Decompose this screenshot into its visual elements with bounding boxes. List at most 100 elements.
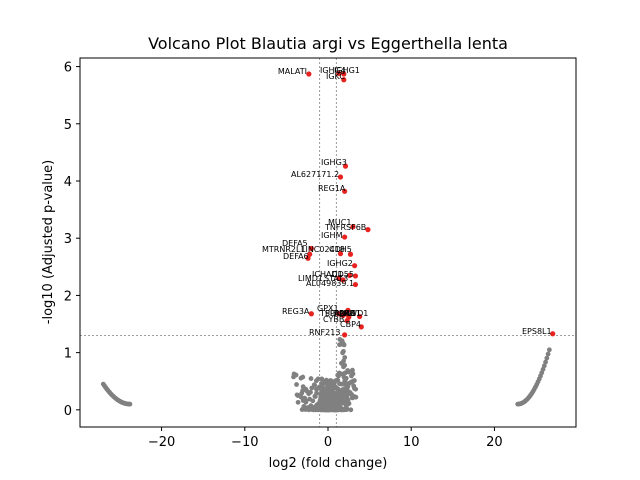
nonsignificant-point	[334, 397, 339, 402]
nonsignificant-point	[544, 355, 550, 361]
significant-point	[342, 234, 348, 240]
significant-point	[337, 174, 344, 180]
significant-point	[336, 275, 342, 281]
nonsignificant-point	[328, 378, 334, 384]
nonsignificant-point	[312, 406, 317, 412]
significant-point	[337, 251, 344, 257]
nonsignificant-point	[345, 388, 351, 394]
nonsignificant-point	[546, 347, 552, 353]
gene-label: TSPAN1	[319, 309, 351, 318]
nonsignificant-point	[319, 399, 325, 405]
gene-label: CD55	[332, 270, 354, 279]
nonsignificant-point	[341, 348, 346, 354]
gene-label: IGHG1	[334, 66, 360, 75]
nonsignificant-point	[295, 399, 301, 405]
gene-labels: MALATI IGHG4 IGHG1 IGKC IGHG3 AL627171.2…	[262, 66, 552, 337]
significant-point	[352, 263, 358, 269]
nonsignificant-point	[318, 394, 324, 400]
nonsignificant-point	[319, 376, 325, 382]
nonsignificant-point	[100, 381, 106, 387]
significant-point	[336, 311, 342, 317]
chart-title: Volcano Plot Blautia argi vs Eggerthella…	[148, 34, 508, 53]
y-tick-label: 5	[64, 118, 72, 133]
nonsignificant-point	[293, 372, 299, 378]
nonsignificant-point	[541, 363, 547, 369]
significant-point	[350, 224, 356, 230]
nonsignificant-point	[349, 373, 354, 379]
nonsignificant-point	[342, 362, 348, 368]
gene-label: CYBB	[323, 315, 344, 324]
nonsignificant-point	[345, 368, 351, 373]
nonsignificant-point	[329, 403, 335, 409]
gene-label: RFWD1	[339, 309, 368, 318]
y-tick-label: 2	[64, 289, 72, 304]
significant-point	[306, 71, 312, 77]
y-tick-label: 4	[64, 175, 72, 190]
x-axis-title: log2 (fold change)	[269, 456, 388, 471]
significant-point	[342, 332, 348, 338]
nonsignificant-point	[300, 374, 306, 380]
x-tick-label: 10	[403, 435, 420, 450]
nonsignificant-point	[543, 359, 548, 365]
y-axis: 0 1 2 3 4 5 6	[64, 61, 80, 419]
gene-label: EPS8L1	[522, 327, 552, 336]
nonsignificant-point	[345, 392, 350, 398]
gene-label: GPX1	[317, 304, 339, 313]
significant-point	[357, 313, 363, 320]
significant-point	[307, 251, 313, 257]
nonsignificant-point	[335, 386, 341, 392]
gene-label: LINC02418	[301, 245, 345, 254]
nonsignificant-point	[314, 390, 319, 396]
nonsignificant-point	[304, 388, 310, 394]
nonsignificant-point	[325, 405, 331, 411]
nonsignificant-point	[340, 389, 346, 394]
nonsignificant-point	[329, 394, 334, 400]
gene-label: IGHM	[321, 231, 343, 240]
significant-point	[341, 71, 347, 77]
nonsignificant-point	[312, 394, 318, 399]
nonsignificant-point	[298, 394, 304, 400]
nonsignificant-point	[310, 398, 316, 404]
nonsignificant-point	[338, 341, 344, 347]
gene-label: HDAC1	[333, 309, 361, 318]
nonsignificant-point	[294, 392, 300, 398]
significant-point	[341, 77, 347, 83]
nonsignificant-point	[341, 358, 346, 364]
gene-label: IGHG3	[321, 158, 347, 167]
nonsignificant-point	[300, 384, 306, 390]
nonsignificant-point	[305, 405, 311, 410]
nonsignificant-point	[350, 395, 355, 401]
x-tick-label: −20	[148, 435, 175, 450]
significant-point	[308, 245, 314, 252]
significant-point	[305, 255, 311, 261]
nonsignificant-point	[326, 400, 332, 406]
nonsignificant-point	[320, 391, 326, 397]
gene-label: MUC1	[328, 218, 351, 227]
plot-frame	[79, 57, 577, 428]
nonsignificant-point	[350, 367, 355, 373]
gene-label: LPO	[340, 309, 356, 318]
x-tick-label: 20	[486, 435, 503, 450]
significant-point	[342, 188, 348, 194]
gene-label: MTRNR2L1	[262, 245, 306, 254]
nonsignificant-point	[340, 407, 346, 413]
gene-label: ICHAD1	[312, 270, 343, 279]
significant-point	[342, 311, 349, 317]
nonsignificant-point	[346, 401, 352, 406]
significant-point	[358, 324, 364, 330]
significant-point	[347, 272, 353, 278]
gene-label: DEFA5	[282, 239, 308, 248]
nonsignificant-point	[345, 384, 351, 389]
nonsignificant-point	[328, 389, 333, 395]
nonsignificant-point	[335, 377, 341, 383]
gene-label: DEFA6	[283, 252, 309, 261]
gene-label: MALATI	[278, 67, 307, 76]
nonsignificant-point	[319, 403, 325, 409]
gene-label: REG3A	[282, 307, 310, 316]
y-tick-label: 0	[64, 404, 72, 419]
x-axis: −20 −10 0 10 20	[148, 427, 503, 450]
gene-label: LIMD1	[298, 274, 323, 283]
y-tick-label: 1	[64, 347, 72, 362]
gene-label: AL627171.2	[291, 170, 339, 179]
